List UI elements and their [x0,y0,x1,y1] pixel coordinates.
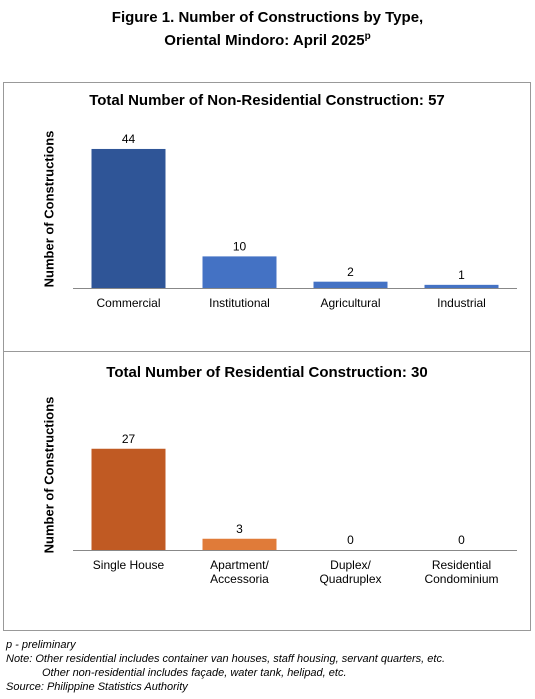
figure-title: Figure 1. Number of Constructions by Typ… [0,8,535,50]
title-text: Oriental Mindoro: April 2025 [164,32,365,49]
value-label: 2 [347,265,354,279]
title-line: Oriental Mindoro: April 2025p [0,27,535,50]
panel-border [3,82,531,631]
title-line: Figure 1. Number of Constructions by Typ… [111,9,424,26]
note: Other non-residential includes façade, w… [42,667,347,679]
bar [313,281,388,288]
value-label: 10 [233,240,247,254]
x-tick-label: Duplex/ Quadruplex [319,558,382,586]
footnote: p - preliminary [6,639,76,651]
x-tick-label: Residential Condominium [424,558,499,586]
value-label: 0 [347,533,354,547]
value-label: 44 [122,132,136,146]
note: Note: Other residential includes contain… [6,653,446,665]
x-tick-label: Agricultural [320,296,381,310]
value-label: 1 [458,268,465,282]
y-axis-label: Number of Constructions [41,131,56,288]
x-tick-label: Single House [92,558,165,572]
bar [202,256,277,288]
x-tick-label: Apartment/ Accessoria [210,558,269,586]
value-label: 27 [122,432,136,446]
value-label: 0 [458,533,465,547]
x-tick-label: Industrial [437,296,486,310]
bar [91,148,166,288]
source: Source: Philippine Statistics Authority [6,681,188,693]
bar [202,538,277,550]
bar [424,284,499,288]
chart-title: Total Number of Non-Residential Construc… [89,92,445,109]
x-tick-label: Commercial [96,296,161,310]
bar [91,448,166,550]
value-label: 3 [236,522,243,536]
x-tick-label: Institutional [209,296,270,310]
chart-title: Total Number of Residential Construction… [106,364,427,381]
y-axis-label: Number of Constructions [41,397,56,554]
title-superscript: p [364,31,371,42]
